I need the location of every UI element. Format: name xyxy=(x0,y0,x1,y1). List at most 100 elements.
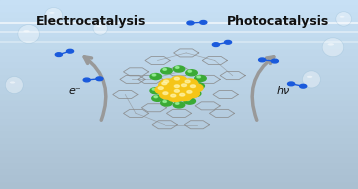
Circle shape xyxy=(164,80,169,83)
Ellipse shape xyxy=(336,12,352,26)
Ellipse shape xyxy=(10,81,15,84)
Circle shape xyxy=(55,53,62,57)
Circle shape xyxy=(188,70,192,72)
Bar xyxy=(0,170,358,176)
Circle shape xyxy=(96,77,103,81)
Bar xyxy=(0,6,358,13)
Bar xyxy=(0,25,358,32)
Bar xyxy=(0,13,358,19)
Circle shape xyxy=(212,43,219,46)
Bar xyxy=(0,76,358,82)
Ellipse shape xyxy=(307,76,312,78)
Bar xyxy=(0,151,358,157)
Circle shape xyxy=(192,91,195,93)
Text: e⁻: e⁻ xyxy=(69,86,82,96)
Circle shape xyxy=(258,58,266,62)
Bar xyxy=(0,139,358,145)
Circle shape xyxy=(160,91,175,99)
Bar xyxy=(0,145,358,151)
Ellipse shape xyxy=(340,16,344,18)
Circle shape xyxy=(163,68,166,70)
Circle shape xyxy=(154,96,158,98)
Circle shape xyxy=(190,85,195,88)
Circle shape xyxy=(175,102,179,104)
Circle shape xyxy=(200,21,207,24)
Bar xyxy=(0,69,358,76)
Ellipse shape xyxy=(49,12,54,14)
Circle shape xyxy=(168,93,183,101)
Circle shape xyxy=(163,92,168,94)
Circle shape xyxy=(271,59,279,63)
Circle shape xyxy=(184,98,195,104)
Ellipse shape xyxy=(18,25,39,43)
Circle shape xyxy=(161,100,172,106)
Circle shape xyxy=(178,83,194,91)
Circle shape xyxy=(161,68,172,74)
Circle shape xyxy=(150,74,161,80)
Circle shape xyxy=(173,102,185,108)
Bar xyxy=(0,44,358,50)
Ellipse shape xyxy=(5,77,23,94)
Bar xyxy=(0,113,358,120)
Ellipse shape xyxy=(303,71,320,88)
Bar xyxy=(0,132,358,139)
FancyArrowPatch shape xyxy=(252,57,274,120)
Circle shape xyxy=(184,89,199,98)
Circle shape xyxy=(186,99,190,101)
Bar xyxy=(0,183,358,189)
Circle shape xyxy=(174,90,179,92)
Ellipse shape xyxy=(45,8,63,23)
Circle shape xyxy=(152,95,163,101)
Ellipse shape xyxy=(97,26,101,27)
Bar xyxy=(0,164,358,170)
Circle shape xyxy=(195,75,206,81)
Text: Electrocatalysis: Electrocatalysis xyxy=(36,15,146,28)
Circle shape xyxy=(189,91,201,97)
Circle shape xyxy=(171,94,176,97)
Circle shape xyxy=(187,84,203,92)
Circle shape xyxy=(175,67,179,68)
Circle shape xyxy=(152,88,156,90)
Circle shape xyxy=(186,70,197,76)
Bar xyxy=(0,63,358,69)
Ellipse shape xyxy=(328,43,334,46)
Circle shape xyxy=(182,79,198,87)
Circle shape xyxy=(155,86,171,94)
Circle shape xyxy=(159,81,174,89)
Circle shape xyxy=(173,66,185,72)
Bar xyxy=(0,107,358,113)
Circle shape xyxy=(195,84,199,85)
Circle shape xyxy=(158,87,163,89)
Bar xyxy=(0,88,358,94)
Circle shape xyxy=(171,88,187,97)
Bar xyxy=(0,101,358,107)
Text: Photocatalysis: Photocatalysis xyxy=(227,15,329,28)
Bar xyxy=(0,38,358,44)
Circle shape xyxy=(163,101,166,102)
Circle shape xyxy=(187,91,192,93)
Circle shape xyxy=(180,93,185,96)
Bar xyxy=(0,176,358,183)
Bar xyxy=(0,32,358,38)
Circle shape xyxy=(171,84,187,92)
Circle shape xyxy=(182,84,187,87)
Bar xyxy=(0,19,358,25)
Bar xyxy=(0,120,358,126)
Circle shape xyxy=(171,76,187,84)
Circle shape xyxy=(83,78,90,82)
FancyArrowPatch shape xyxy=(84,57,106,120)
Circle shape xyxy=(67,49,73,53)
Bar xyxy=(0,0,358,6)
Circle shape xyxy=(197,76,200,78)
Circle shape xyxy=(152,74,156,76)
Circle shape xyxy=(176,92,192,101)
Bar xyxy=(0,157,358,164)
Bar xyxy=(0,50,358,57)
Circle shape xyxy=(287,82,295,86)
Circle shape xyxy=(300,84,307,88)
Circle shape xyxy=(162,82,167,85)
Text: hν: hν xyxy=(276,86,290,96)
Bar xyxy=(0,126,358,132)
Circle shape xyxy=(160,79,176,87)
Circle shape xyxy=(187,21,194,25)
